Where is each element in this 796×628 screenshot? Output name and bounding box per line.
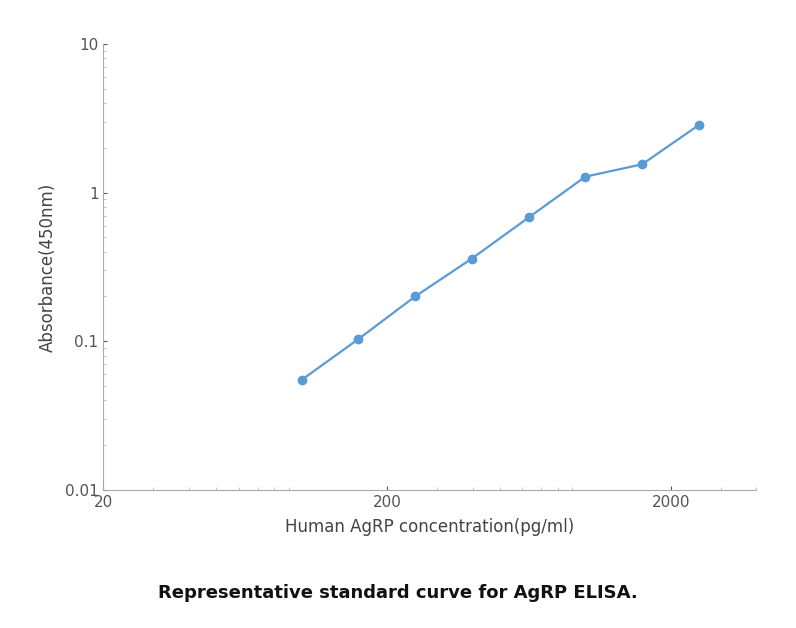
Y-axis label: Absorbance(450nm): Absorbance(450nm) [38, 182, 57, 352]
X-axis label: Human AgRP concentration(pg/ml): Human AgRP concentration(pg/ml) [285, 518, 575, 536]
Text: Representative standard curve for AgRP ELISA.: Representative standard curve for AgRP E… [158, 585, 638, 602]
